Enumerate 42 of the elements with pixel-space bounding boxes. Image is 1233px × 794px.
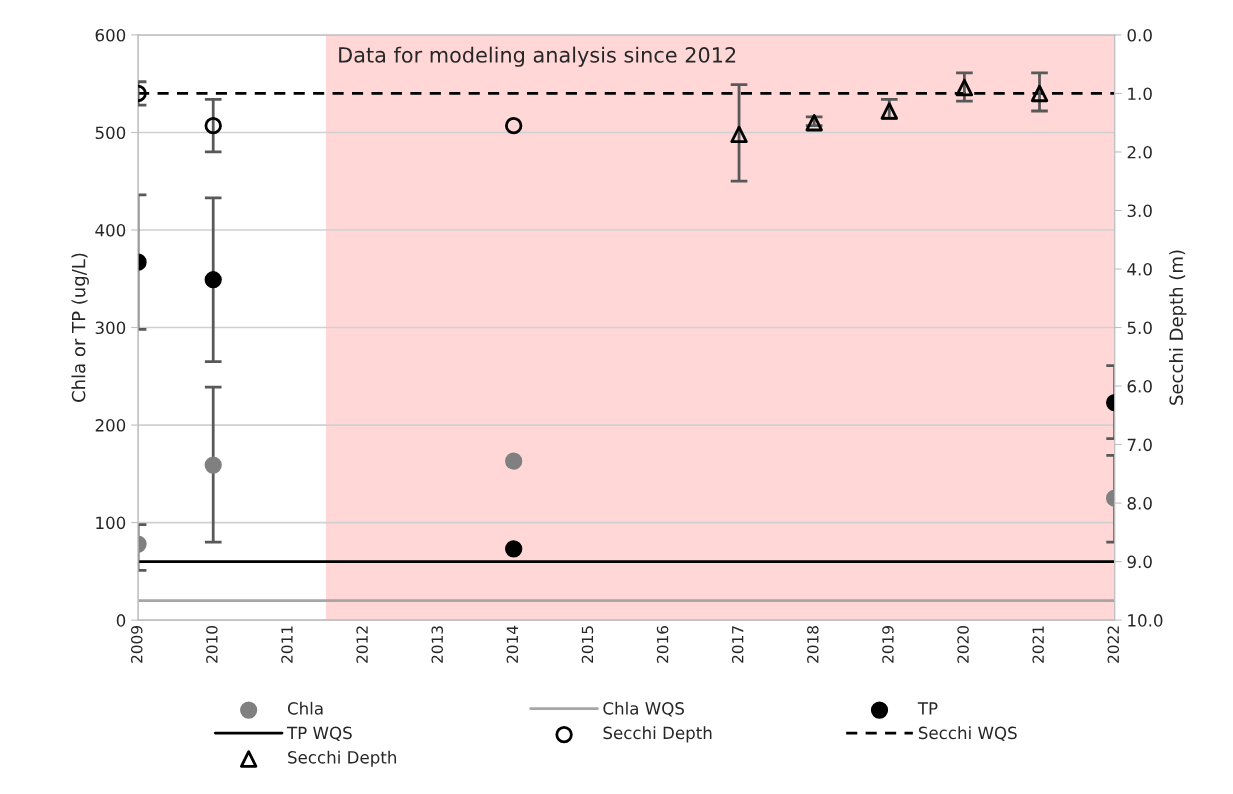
y2-tick-label: 8.0 (1127, 497, 1152, 510)
y-tick-label: 0 (116, 614, 126, 627)
y2-tick-label: 1.0 (1128, 87, 1152, 101)
y2-tick-label: 9.0 (1127, 555, 1152, 569)
x-tick-label: 2010 (206, 625, 218, 663)
y2-tick-label: 6.0 (1127, 380, 1152, 393)
x-tick-label: 2015 (581, 626, 594, 663)
legend-label: TP WQS (286, 726, 352, 742)
legend-label: Chla WQS (603, 701, 685, 717)
y2-tick-label: 10.0 (1128, 614, 1163, 627)
y-tick-label: 300 (95, 321, 126, 335)
legend-label: Secchi Depth (603, 726, 712, 743)
y2-tick-label: 4.0 (1127, 262, 1152, 276)
y-tick-label: 400 (95, 223, 126, 237)
x-tick-label: 2013 (431, 626, 443, 663)
y-axis-title: Chla or TP (ug/L) (71, 253, 89, 402)
y-tick-label: 200 (95, 419, 126, 432)
band-label: Data for modeling analysis since 2012 (339, 46, 736, 67)
y-tick-label: 600 (95, 28, 126, 42)
x-tick-label: 2014 (506, 625, 519, 663)
x-tick-label: 2017 (731, 626, 744, 663)
y-tick-label: 500 (95, 126, 126, 140)
x-tick-label: 2021 (1032, 626, 1044, 663)
x-tick-label: 2022 (1107, 626, 1120, 663)
x-tick-label: 2012 (356, 626, 368, 663)
y2-tick-label: 0.0 (1127, 28, 1152, 42)
x-tick-label: 2019 (882, 626, 894, 663)
x-tick-label: 2011 (281, 626, 293, 663)
legend-label: Secchi Depth (288, 750, 396, 767)
legend-label: TP (917, 702, 938, 715)
x-tick-label: 2020 (957, 625, 969, 663)
y2-tick-label: 5.0 (1127, 321, 1152, 335)
legend-label: Chla (287, 701, 323, 715)
y-tick-label: 100 (96, 516, 126, 530)
y2-axis-title: Secchi Depth (m) (1169, 250, 1187, 405)
legend-label: Secchi WQS (918, 726, 1017, 742)
x-tick-label: 2018 (807, 626, 819, 663)
y2-tick-label: 2.0 (1127, 145, 1152, 159)
y2-tick-label: 3.0 (1127, 204, 1152, 218)
x-tick-label: 2016 (656, 625, 669, 663)
y2-tick-label: 7.0 (1127, 438, 1152, 452)
x-tick-label: 2009 (130, 626, 143, 663)
